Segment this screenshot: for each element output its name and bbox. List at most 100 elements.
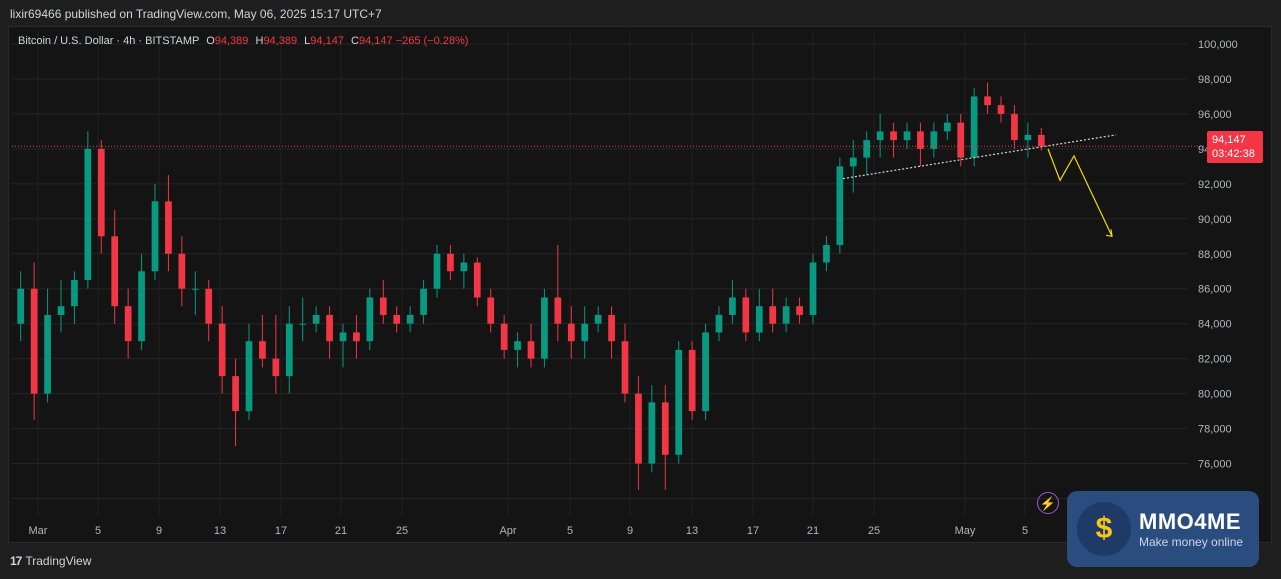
y-tick-label: 86,000 [1198,284,1232,296]
candle-body [17,288,25,324]
candle-body [366,297,374,342]
candle-body [71,279,78,307]
candle-body [44,314,51,394]
candle-body [608,314,615,342]
candle-body [312,314,320,324]
tradingview-brand: TradingView [25,554,92,568]
candle-body [661,402,669,455]
x-axis: Mar 5 9 13 17 21 25 Apr 5 9 13 17 21 25 May 5 [29,525,1029,537]
candle-body [272,358,280,377]
symbol-legend: Bitcoin / U.S. Dollar · 4h · BITSTAMP O 9… [18,35,468,47]
candle-body [473,262,481,298]
candle-body [957,122,965,158]
price-chart[interactable]: 100,00098,00096,00094,00092,00090,00088,… [8,26,1272,543]
candle-body [742,297,750,333]
y-tick-label: 96,000 [1198,109,1232,121]
projection-path [1047,148,1113,237]
candle-body [917,131,924,149]
candle-body [487,297,495,324]
change-value: −265 (−0.28%) [395,35,469,47]
symbol-name: Bitcoin / U.S. Dollar · 4h · BITSTAMP [18,35,200,47]
x-tick-label: 17 [275,525,287,537]
candle-body [500,323,508,350]
candle-body [769,306,777,324]
last-price-badge: 94,147 03:42:38 [1207,131,1263,163]
candle-body [1037,134,1045,147]
x-tick-label: 25 [396,525,408,537]
candle-body [970,96,978,158]
candle-body [554,297,562,324]
x-tick-label: 13 [214,525,226,537]
candle-body [890,131,897,141]
candle-body [151,201,159,272]
candle-body [823,245,830,263]
candle-body [165,201,172,254]
candle-body [245,341,253,412]
candle-body [984,96,991,106]
candle-body [621,341,629,394]
candle-body [648,402,656,464]
candle-body [299,323,307,325]
candle-body [205,288,213,324]
y-tick-label: 78,000 [1198,424,1232,436]
candle-body [567,323,575,342]
candle-body [84,148,92,280]
watermark-brand: MMO4ME [1139,509,1241,534]
x-tick-label: 21 [807,525,819,537]
candle-body [111,236,119,307]
close-value: 94,147 [358,35,393,47]
open-label: O [206,35,215,47]
x-tick-label: 5 [95,525,101,537]
dollar-icon: $ [1077,502,1131,556]
candle-body [702,332,709,412]
candle-body [930,131,938,149]
candle-body [353,332,360,342]
x-tick-label: Mar [29,525,48,537]
candle-body [541,297,548,359]
candle-body [863,140,871,158]
candle-body [594,314,602,324]
candle-body [903,131,911,141]
candle-body [178,253,186,289]
candle-body [836,166,844,246]
candles [17,82,1045,490]
candle-body [635,393,642,464]
y-tick-label: 100,000 [1198,39,1238,51]
candle-body [581,323,589,342]
candle-body [30,288,38,394]
candle-body [124,306,132,342]
candle-body [796,306,803,315]
publish-info: lixir69466 published on TradingView.com,… [10,7,382,21]
candle-body [259,341,266,359]
candle-body [849,157,857,167]
x-tick-label: 17 [747,525,759,537]
candle-body [514,341,521,350]
candle-body [876,131,884,141]
candle-body [232,376,239,412]
candle-body [943,122,951,132]
candle-body [809,262,817,315]
candle-body [729,297,736,315]
x-tick-label: 13 [686,525,698,537]
x-tick-label: 21 [335,525,347,537]
y-tick-label: 84,000 [1198,319,1232,331]
candle-body [138,271,145,342]
candle-body [782,306,790,324]
candle-body [218,323,226,377]
candle-body [420,288,427,315]
y-tick-label: 76,000 [1198,459,1232,471]
x-tick-label: 9 [156,525,162,537]
tradingview-logo[interactable]: 17 TradingView [10,554,91,568]
candle-body [97,148,105,237]
bar-countdown: 03:42:38 [1212,148,1255,160]
y-tick-label: 90,000 [1198,214,1232,226]
x-tick-label: 9 [627,525,633,537]
y-tick-label: 88,000 [1198,249,1232,261]
candle-body [1024,134,1032,141]
candle-body [191,288,199,290]
candle-body [433,253,441,289]
y-tick-label: 80,000 [1198,389,1232,401]
candle-body [460,262,468,272]
close-label: C [351,35,359,47]
lightning-icon[interactable]: ⚡ [1037,492,1059,514]
